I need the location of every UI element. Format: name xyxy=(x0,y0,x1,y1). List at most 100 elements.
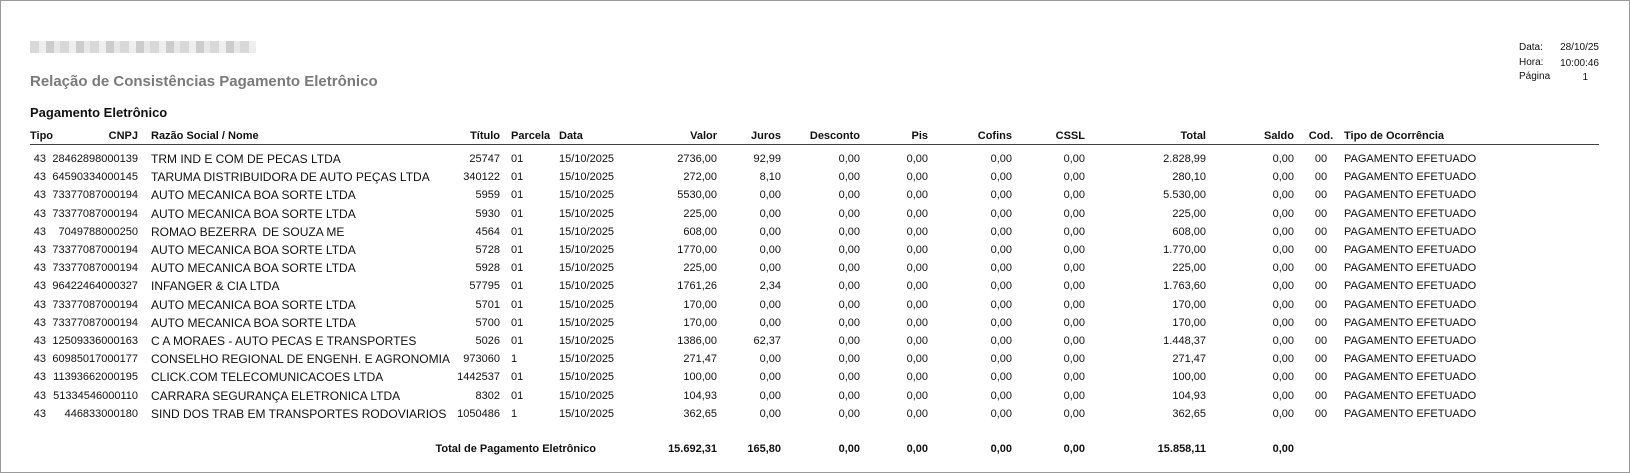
table-cell: 0,00 xyxy=(990,280,1012,293)
column-header: Valor xyxy=(690,130,717,142)
table-cell: 01 xyxy=(511,171,524,184)
report-title: Relação de Consistências Pagamento Eletr… xyxy=(30,73,378,90)
table-cell: CLICK.COM TELECOMUNICACOES LTDA xyxy=(151,370,384,385)
table-cell: 225,00 xyxy=(1172,207,1206,220)
table-cell: 0,00 xyxy=(906,298,928,311)
table-cell: 0,00 xyxy=(759,207,781,220)
table-cell: 0,00 xyxy=(759,244,781,256)
table-cell: 1386,00 xyxy=(677,335,717,347)
table-cell: 0,00 xyxy=(906,225,928,238)
totals-value: 0,00 xyxy=(1272,443,1294,455)
table-cell: 15/10/2025 xyxy=(559,280,615,293)
table-cell: 0,00 xyxy=(906,335,928,347)
totals-value: 0,00 xyxy=(1063,443,1085,455)
table-cell: PAGAMENTO EFETUADO xyxy=(1344,389,1477,402)
table-cell: 0,00 xyxy=(759,189,781,202)
table-cell: 0,00 xyxy=(838,389,860,402)
table-cell: 0,00 xyxy=(838,171,860,184)
table-cell: 362,65 xyxy=(1172,407,1206,420)
table-cell: 00 xyxy=(1314,153,1328,165)
table-cell: 0,00 xyxy=(990,298,1012,311)
table-cell: 0,00 xyxy=(1272,207,1294,220)
table-cell: 00 xyxy=(1314,298,1328,311)
table-cell: 0,00 xyxy=(1063,298,1085,311)
table-cell: 0,00 xyxy=(906,262,928,275)
table-cell: 2.828,99 xyxy=(1163,153,1206,165)
table-cell: 362,65 xyxy=(683,407,717,420)
table-cell: 00 xyxy=(1314,407,1328,420)
header-rule xyxy=(30,144,1599,145)
table-cell: 5959 xyxy=(475,189,500,202)
table-cell: 0,00 xyxy=(838,189,860,202)
table-cell: 00 xyxy=(1314,189,1328,202)
table-cell: AUTO MECANICA BOA SORTE LTDA xyxy=(151,261,356,276)
table-cell: 73377087000194 xyxy=(52,207,138,220)
table-cell: 5930 xyxy=(475,207,500,220)
table-cell: 01 xyxy=(511,280,524,293)
table-cell: 0,00 xyxy=(990,153,1012,165)
table-cell: 0,00 xyxy=(990,353,1012,366)
table-cell: INFANGER & CIA LTDA xyxy=(151,279,280,294)
table-cell: PAGAMENTO EFETUADO xyxy=(1344,335,1477,347)
table-cell: 1.770,00 xyxy=(1163,244,1206,256)
table-cell: 43 xyxy=(33,389,46,402)
table-cell: 0,00 xyxy=(759,353,781,366)
table-cell: 0,00 xyxy=(1063,244,1085,256)
table-cell: 15/10/2025 xyxy=(559,353,615,366)
table-cell: 0,00 xyxy=(906,207,928,220)
table-cell: 446833000180 xyxy=(64,407,138,420)
date-value: 28/10/25 xyxy=(1560,42,1599,53)
table-cell: 73377087000194 xyxy=(52,189,138,202)
table-cell: 43 xyxy=(33,171,46,184)
table-cell: 0,00 xyxy=(759,262,781,275)
table-cell: 00 xyxy=(1314,262,1328,275)
column-header: CSSL xyxy=(1055,130,1085,142)
table-cell: PAGAMENTO EFETUADO xyxy=(1344,171,1477,184)
table-cell: 0,00 xyxy=(759,407,781,420)
table-cell: 5700 xyxy=(475,316,500,329)
table-cell: 00 xyxy=(1314,389,1328,402)
table-cell: C A MORAES - AUTO PECAS E TRANSPORTES xyxy=(151,334,417,348)
table-cell: 43 xyxy=(33,371,46,384)
table-cell: 01 xyxy=(511,189,524,202)
table-cell: 96422464000327 xyxy=(52,280,138,293)
column-header: Data xyxy=(559,130,583,142)
column-header: Razão Social / Nome xyxy=(151,130,259,142)
table-cell: 15/10/2025 xyxy=(559,389,615,402)
table-cell: 15/10/2025 xyxy=(559,335,615,347)
table-cell: 43 xyxy=(33,244,46,256)
table-cell: 0,00 xyxy=(1272,262,1294,275)
table-cell: 1 xyxy=(511,353,518,366)
time-value: 10:00:46 xyxy=(1560,58,1599,69)
table-cell: 15/10/2025 xyxy=(559,244,615,256)
table-cell: 00 xyxy=(1314,225,1328,238)
table-cell: 0,00 xyxy=(906,153,928,165)
table-cell: 5530,00 xyxy=(677,189,717,202)
table-cell: 225,00 xyxy=(683,262,717,275)
table-cell: 0,00 xyxy=(838,280,860,293)
column-header: Título xyxy=(470,130,500,142)
table-cell: 0,00 xyxy=(906,189,928,202)
table-cell: 973060 xyxy=(463,353,500,366)
table-cell: 43 xyxy=(33,280,46,293)
table-cell: 272,00 xyxy=(683,171,717,184)
table-cell: 0,00 xyxy=(1063,353,1085,366)
table-cell: 15/10/2025 xyxy=(559,298,615,311)
table-cell: PAGAMENTO EFETUADO xyxy=(1344,244,1477,256)
table-cell: 0,00 xyxy=(1063,335,1085,347)
table-cell: 0,00 xyxy=(990,262,1012,275)
table-cell: 0,00 xyxy=(990,225,1012,238)
table-cell: 15/10/2025 xyxy=(559,262,615,275)
table-cell: 12509336000163 xyxy=(52,335,138,347)
table-cell: 01 xyxy=(511,225,524,238)
table-cell: 1.763,60 xyxy=(1163,280,1206,293)
totals-value: 0,00 xyxy=(838,443,860,455)
table-cell: 0,00 xyxy=(1063,189,1085,202)
table-cell: 0,00 xyxy=(906,316,928,329)
table-cell: 8,10 xyxy=(759,171,781,184)
table-cell: 15/10/2025 xyxy=(559,225,615,238)
table-cell: 73377087000194 xyxy=(52,298,138,311)
table-cell: 0,00 xyxy=(1272,189,1294,202)
table-cell: PAGAMENTO EFETUADO xyxy=(1344,371,1477,384)
